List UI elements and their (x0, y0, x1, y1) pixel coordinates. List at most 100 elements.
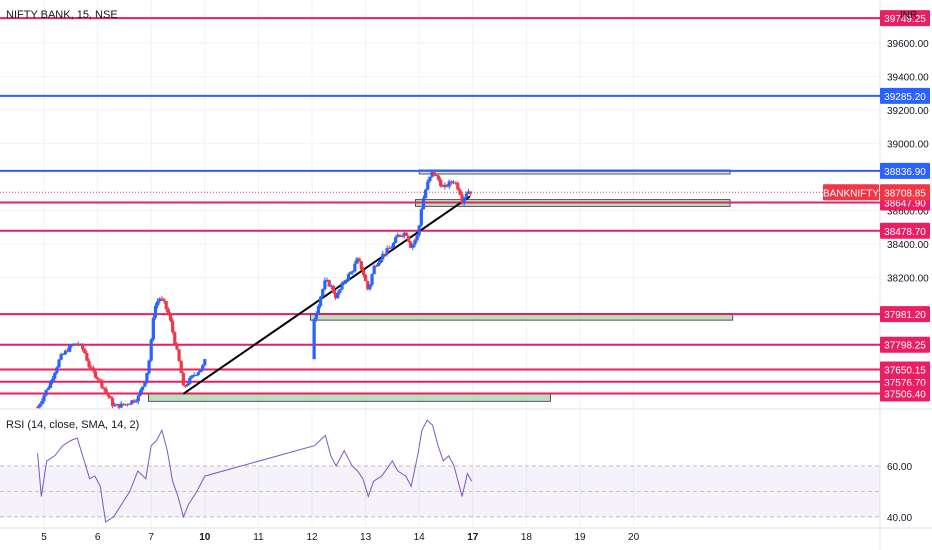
candle-body (188, 377, 192, 384)
candle-body (68, 345, 72, 352)
time-tick-label: 7 (148, 532, 154, 543)
rsi-band (0, 465, 880, 517)
candle-body (406, 235, 411, 242)
level-price-label: 39749.25 (884, 14, 926, 25)
candle-body (203, 359, 207, 366)
level-price-label: 37576.70 (884, 378, 926, 389)
level-price-label: 37981.20 (884, 310, 926, 321)
candle-body (417, 225, 421, 236)
candle-body (325, 280, 329, 282)
header: NIFTY BANK, 15, NSE INR (6, 9, 917, 21)
candle-body (44, 389, 48, 396)
candle-body (456, 182, 460, 190)
price-axis[interactable]: 39600.00 39400.00 39200.00 39000.00 38600.00… (887, 39, 929, 284)
price-tick-label: 39200.00 (887, 106, 929, 117)
candle-body (368, 284, 372, 290)
candle-body (342, 281, 346, 283)
candle-body (333, 292, 338, 299)
candle-body (336, 292, 340, 299)
candle-body (57, 359, 61, 368)
candle-body (370, 274, 374, 285)
time-tick-label: 11 (253, 532, 264, 543)
candle-body (394, 237, 398, 243)
candle-body (458, 189, 462, 195)
candle-body (387, 248, 391, 250)
candle-body (93, 371, 98, 378)
candle-body (439, 179, 443, 187)
candle-body (402, 232, 406, 237)
candle-body (327, 280, 331, 287)
rsi-tick-label: 60.00 (887, 462, 912, 473)
candle-body (53, 373, 57, 379)
candle-body (198, 370, 203, 373)
candle-body (379, 259, 383, 263)
trendline (182, 195, 471, 395)
time-tick-label: 6 (95, 532, 101, 543)
candle-body (424, 189, 428, 198)
candle-body (48, 381, 53, 388)
candle-body (331, 285, 336, 293)
candle-body (186, 383, 190, 386)
candle-body (321, 289, 325, 297)
candle-body (346, 274, 351, 281)
candle-body (466, 191, 471, 194)
candle-body (158, 298, 162, 302)
level-price-label: 38478.70 (884, 227, 926, 238)
level-price-tag (880, 162, 930, 179)
candle-body (344, 280, 348, 282)
candle-body (91, 367, 95, 372)
candle-body (391, 242, 396, 248)
candle-body (374, 265, 378, 267)
candle-body (357, 258, 361, 262)
candle-body (162, 299, 166, 302)
candle-body (389, 247, 393, 249)
candle-body (381, 253, 385, 260)
symbol-tag-label: BANKNIFTY (823, 188, 879, 199)
candle-body (115, 404, 119, 406)
price-tick-label: 38400.00 (887, 240, 929, 251)
candle-body (201, 365, 205, 371)
time-axis[interactable]: 5 6 7 10 11 12 13 14 17 18 19 20 (41, 532, 639, 543)
time-tick-label: 10 (199, 532, 211, 543)
candle-body (63, 350, 68, 355)
candle-body (419, 209, 423, 226)
candle-body (314, 313, 318, 320)
candle-body (364, 275, 368, 282)
candle-body (87, 360, 91, 368)
candle-body (411, 244, 415, 248)
candle-body (70, 345, 74, 347)
candle-body (447, 181, 451, 187)
time-tick-label: 17 (467, 532, 479, 543)
candle-body (72, 343, 76, 346)
price-tick-label: 38200.00 (887, 273, 929, 284)
candle-body (147, 360, 151, 374)
level-price-label: 38647.90 (884, 198, 926, 209)
currency-label: INR (900, 10, 917, 21)
candle-body (383, 253, 387, 255)
time-tick-label: 12 (306, 532, 318, 543)
candle-body (136, 395, 140, 402)
candle-body (179, 361, 183, 374)
candle-body (104, 388, 108, 393)
candle-body (153, 305, 158, 318)
candle-body (61, 354, 65, 356)
candle-body (65, 350, 70, 352)
candle-body (83, 349, 87, 354)
candle-body (141, 386, 145, 391)
candle-body (177, 349, 181, 362)
candle-body (449, 181, 453, 183)
candle-body (441, 186, 445, 188)
level-price-tag (880, 10, 930, 27)
trendline-segment (182, 195, 471, 395)
candle-body (400, 236, 404, 238)
level-price-tag (880, 87, 930, 104)
candle-body (396, 234, 400, 238)
candle-body (145, 373, 149, 383)
level-price-tag (880, 336, 930, 353)
candle-body (436, 175, 441, 180)
price-tick-label: 38600.00 (887, 207, 929, 218)
candle-body (123, 404, 128, 406)
candle-body (143, 382, 147, 387)
time-tick-label: 19 (574, 532, 586, 543)
